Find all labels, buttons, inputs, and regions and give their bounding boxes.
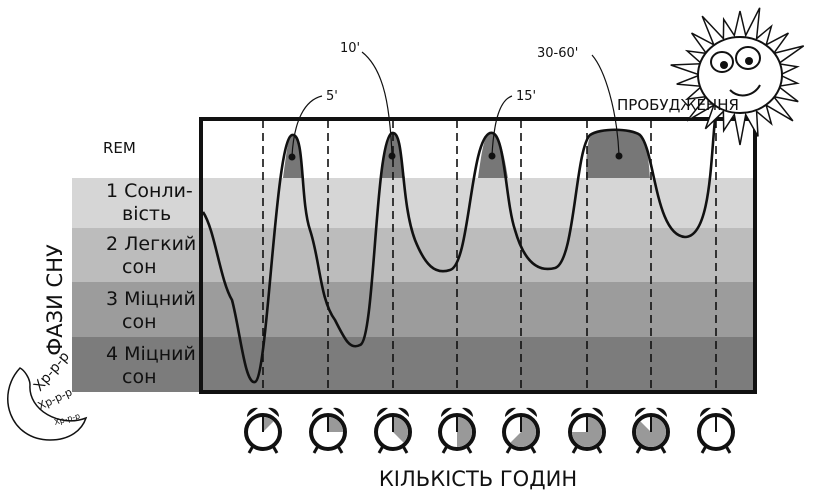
phase-label: сон xyxy=(122,256,157,278)
phase-label: 2 Легкий xyxy=(106,233,196,255)
pupil xyxy=(720,61,728,69)
phase-label: сон xyxy=(122,366,157,388)
rem-label: REM xyxy=(103,139,136,157)
rem-bumps xyxy=(283,129,650,178)
rem-duration: 15' xyxy=(516,89,536,104)
dot xyxy=(389,153,396,160)
phase-label: 4 Міцний xyxy=(106,343,196,365)
alarm-clock xyxy=(504,408,538,453)
alarm-clocks xyxy=(246,408,733,453)
sun xyxy=(671,8,804,145)
alarm-clock xyxy=(246,408,280,453)
dot xyxy=(289,154,296,161)
phase-label: вість xyxy=(122,203,171,225)
alarm-clock xyxy=(440,408,474,453)
x-axis-title: КІЛЬКІСТЬ ГОДИН xyxy=(379,467,577,491)
alarm-clock xyxy=(570,408,604,453)
phase-label: 3 Міцний xyxy=(106,288,196,310)
y-axis-title: ФАЗИ СНУ xyxy=(43,244,67,356)
wake-label: ПРОБУДЖЕННЯ xyxy=(617,96,739,114)
dot xyxy=(616,153,623,160)
rem-duration: 10' xyxy=(340,41,360,56)
rem-duration: 5' xyxy=(326,89,338,104)
rem-duration: 30-60' xyxy=(537,46,578,61)
callout-dots xyxy=(289,153,623,161)
phase-label: сон xyxy=(122,311,157,333)
alarm-clock xyxy=(376,408,410,453)
sleep-diagram: REM 1 Сонли- вість 2 Легкий сон 3 Міцний… xyxy=(0,0,826,497)
phase-label: 1 Сонли- xyxy=(106,180,193,202)
dot xyxy=(489,153,496,160)
pupil xyxy=(745,57,753,65)
callouts xyxy=(292,52,619,156)
alarm-clock xyxy=(311,408,345,453)
alarm-clock xyxy=(699,408,733,453)
alarm-clock xyxy=(634,408,668,453)
